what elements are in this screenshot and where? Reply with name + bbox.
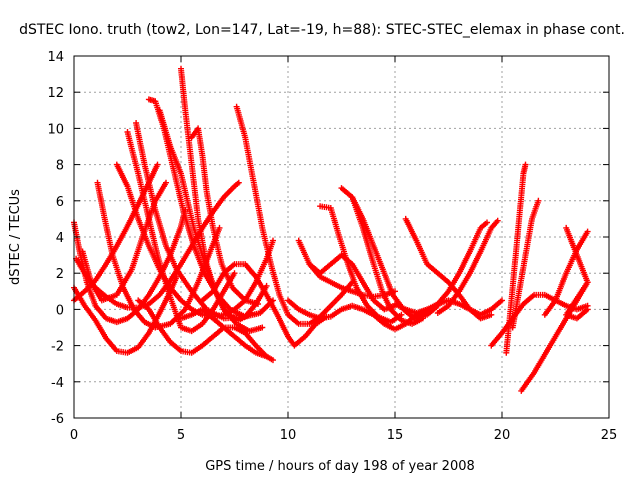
data-series — [199, 261, 330, 349]
y-axis-label: dSTEC / TECUs — [8, 189, 23, 285]
data-series — [233, 103, 356, 327]
y-tick-label: 14 — [47, 50, 64, 65]
y-tick-label: -2 — [51, 340, 64, 355]
data-series — [178, 306, 270, 360]
data-series — [434, 217, 501, 316]
data-series — [509, 197, 542, 331]
data-series — [541, 228, 591, 318]
series-markers — [199, 261, 330, 349]
y-tick-label: -4 — [51, 376, 64, 391]
series-markers — [133, 120, 270, 322]
x-tick-label: 5 — [177, 428, 185, 443]
y-tick-label: 12 — [47, 86, 64, 101]
series-markers — [306, 252, 398, 313]
y-tick-label: 4 — [56, 231, 64, 246]
series-markers — [413, 219, 490, 322]
y-tick-label: -6 — [51, 412, 64, 427]
data-series — [133, 120, 270, 322]
series-markers — [509, 197, 542, 331]
y-tick-label: 6 — [56, 195, 64, 210]
series-markers — [188, 125, 261, 307]
series-layer — [71, 65, 591, 394]
series-markers — [285, 297, 431, 333]
data-series — [413, 219, 490, 322]
series-markers — [434, 217, 501, 316]
data-series — [285, 297, 431, 333]
data-series — [306, 252, 398, 313]
x-tick-label: 10 — [280, 428, 297, 443]
x-tick-label: 0 — [70, 428, 78, 443]
y-tick-label: 0 — [56, 303, 64, 318]
x-axis-label: GPS time / hours of day 198 of year 2008 — [205, 459, 475, 474]
axis-ticks: 0 5 10 15 20 25 -6 -4 -2 0 2 4 6 8 10 12 14 — [47, 50, 617, 443]
data-series — [188, 125, 261, 307]
y-tick-label: 10 — [47, 122, 64, 137]
y-tick-label: 2 — [56, 267, 64, 282]
x-tick-label: 20 — [494, 428, 511, 443]
x-tick-label: 15 — [387, 428, 404, 443]
data-series — [178, 65, 255, 324]
series-markers — [541, 228, 591, 318]
series-markers — [503, 161, 529, 356]
y-tick-label: 8 — [56, 159, 64, 174]
series-markers — [178, 65, 255, 324]
x-tick-label: 25 — [601, 428, 618, 443]
data-series — [503, 161, 529, 356]
chart-title: dSTEC Iono. truth (tow2, Lon=147, Lat=-1… — [19, 22, 625, 38]
series-markers — [178, 306, 270, 360]
series-markers — [233, 103, 356, 327]
